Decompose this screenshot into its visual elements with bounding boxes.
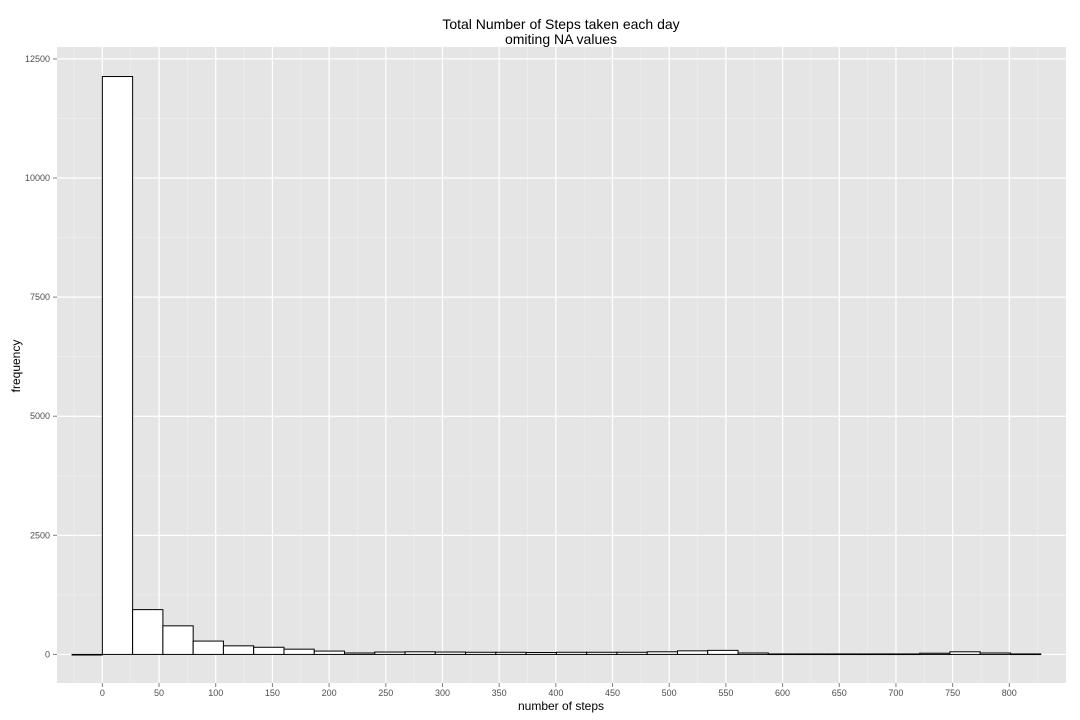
histogram-bar <box>979 652 1011 655</box>
x-tick-label: 250 <box>378 688 393 698</box>
histogram-bar <box>949 651 981 655</box>
histogram-bar <box>555 651 588 655</box>
x-tick-label: 750 <box>945 688 960 698</box>
histogram-bar <box>71 653 103 656</box>
histogram-bar <box>192 640 224 655</box>
histogram-bar <box>283 648 315 655</box>
x-tick-label: 700 <box>888 688 903 698</box>
histogram-bar <box>465 651 497 655</box>
x-tick-label: 0 <box>100 688 105 698</box>
y-tick-label: 12500 <box>25 54 50 64</box>
histogram-bar <box>253 646 285 655</box>
histogram-bar <box>495 651 527 655</box>
minor-grid <box>57 47 1066 683</box>
y-axis: 0 2500 5000 7500 10000 12500 <box>25 54 57 659</box>
y-tick-label: 10000 <box>25 173 50 183</box>
histogram-bar <box>434 651 467 655</box>
histogram-bars <box>71 76 1042 656</box>
histogram-bar <box>646 651 678 655</box>
x-tick-label: 150 <box>265 688 280 698</box>
histogram-bar <box>101 76 134 655</box>
x-tick-label: 650 <box>832 688 847 698</box>
histogram-bar <box>162 625 194 655</box>
x-tick-label: 350 <box>492 688 507 698</box>
histogram-bar <box>919 652 951 655</box>
histogram-bar <box>888 653 921 656</box>
histogram-bar <box>858 653 890 656</box>
histogram-bar <box>798 653 830 656</box>
x-tick-label: 500 <box>662 688 677 698</box>
histogram-bar <box>344 652 376 655</box>
x-tick-label: 800 <box>1002 688 1017 698</box>
chart-title-line1: Total Number of Steps taken each day <box>442 16 679 32</box>
x-axis: 0 50 100 150 200 250 300 350 400 450 500 550 600 650 7… <box>100 683 1017 698</box>
histogram-bar <box>404 651 436 655</box>
x-tick-label: 400 <box>548 688 563 698</box>
x-tick-label: 300 <box>435 688 450 698</box>
y-tick-label: 7500 <box>30 292 50 302</box>
histogram-bar <box>737 652 769 655</box>
x-tick-label: 550 <box>718 688 733 698</box>
histogram-bar <box>586 651 618 655</box>
histogram-bar <box>707 649 739 655</box>
histogram-bar <box>1009 653 1042 656</box>
histogram-bar <box>222 645 255 655</box>
y-tick-label: 5000 <box>30 411 50 421</box>
x-axis-label: number of steps <box>518 699 604 713</box>
histogram-bar <box>525 652 557 655</box>
histogram-bar <box>313 650 346 655</box>
y-axis-label: frequency <box>9 340 23 393</box>
histogram-bar <box>676 650 709 655</box>
x-tick-label: 50 <box>154 688 164 698</box>
histogram-bar <box>132 609 164 655</box>
histogram-bar <box>828 653 860 656</box>
plot-panel <box>57 47 1066 683</box>
histogram-bar <box>616 651 648 655</box>
chart-title-line2: omiting NA values <box>505 31 617 47</box>
x-tick-label: 600 <box>775 688 790 698</box>
x-tick-label: 200 <box>322 688 337 698</box>
y-tick-label: 0 <box>45 649 50 659</box>
y-tick-label: 2500 <box>30 530 50 540</box>
x-tick-label: 450 <box>605 688 620 698</box>
histogram-bar <box>767 653 800 656</box>
x-tick-label: 100 <box>208 688 223 698</box>
histogram-bar <box>374 651 406 655</box>
